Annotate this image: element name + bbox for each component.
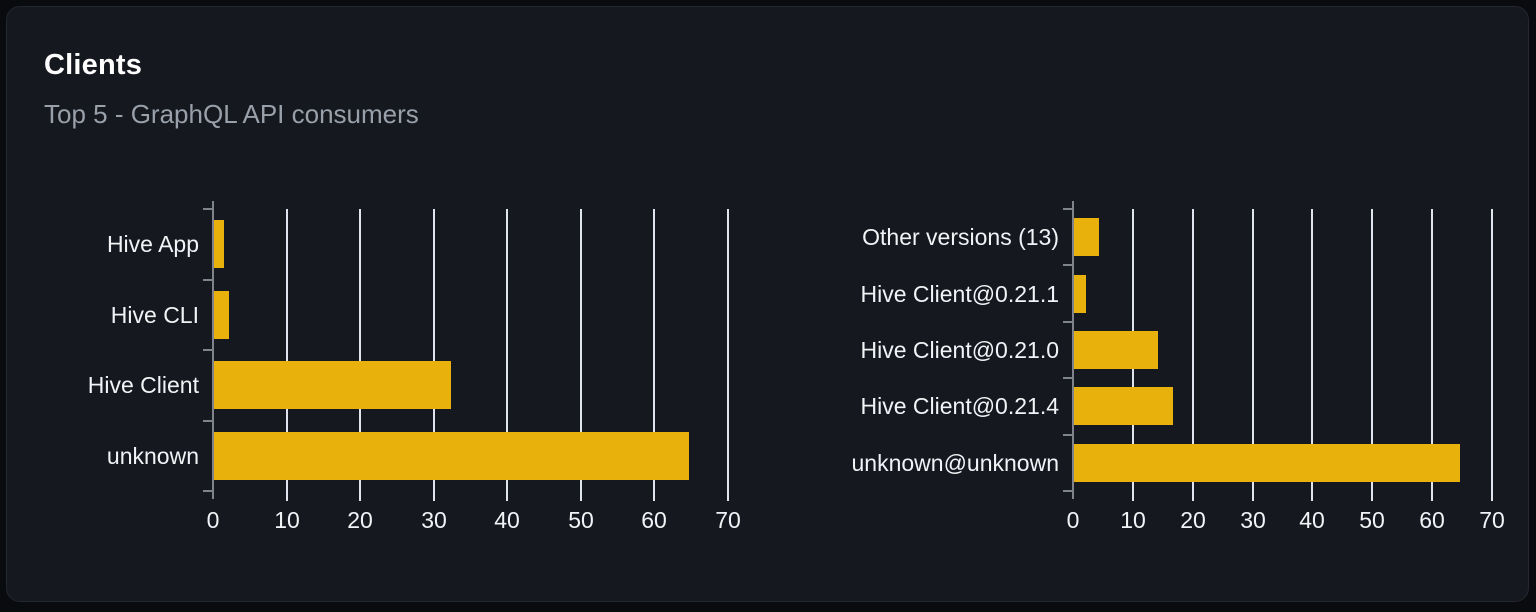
x-tick-label-10: 10 bbox=[274, 507, 300, 533]
plot-area: 0 10 20 30 40 50 60 70 Hive App Hive CLI Hive Clie… bbox=[88, 201, 741, 533]
panel-subtitle: Top 5 - GraphQL API consumers bbox=[44, 99, 419, 129]
x-tick-label-60: 60 bbox=[1419, 507, 1445, 533]
gridline-x-20 bbox=[1192, 209, 1194, 501]
y-axis-tick bbox=[203, 208, 212, 210]
bar-hive-client-0-21-0[interactable] bbox=[1074, 331, 1158, 369]
gridline-x-40 bbox=[506, 209, 508, 501]
x-tick-label-10: 10 bbox=[1120, 507, 1146, 533]
x-tick-label-20: 20 bbox=[1180, 507, 1206, 533]
bar-hive-app[interactable] bbox=[214, 220, 224, 268]
y-axis-tick bbox=[1063, 321, 1072, 323]
bar-hive-client-0-21-4[interactable] bbox=[1074, 387, 1173, 425]
gridline-x-70 bbox=[1491, 209, 1493, 501]
bar-hive-cli[interactable] bbox=[214, 291, 229, 339]
y-axis-tick bbox=[1063, 377, 1072, 379]
category-label-unknown-unknown: unknown@unknown bbox=[851, 450, 1059, 476]
clients-panel: Clients Top 5 - GraphQL API consumers 0 1… bbox=[6, 6, 1529, 602]
gridline-x-30 bbox=[1252, 209, 1254, 501]
gridline-x-50 bbox=[580, 209, 582, 501]
gridline-x-10 bbox=[286, 209, 288, 501]
y-axis-tick bbox=[1063, 490, 1072, 492]
category-label-hive-cli: Hive CLI bbox=[110, 302, 199, 328]
category-label-hive-client-0-21-4: Hive Client@0.21.4 bbox=[860, 393, 1060, 419]
gridline-x-20 bbox=[359, 209, 361, 501]
bar-unknown[interactable] bbox=[214, 432, 689, 480]
x-tick-label-60: 60 bbox=[641, 507, 667, 533]
gridline-x-50 bbox=[1371, 209, 1373, 501]
x-tick-label-40: 40 bbox=[1299, 507, 1325, 533]
y-axis-tick bbox=[1063, 434, 1072, 436]
x-tick-label-30: 30 bbox=[1240, 507, 1266, 533]
bar-hive-client[interactable] bbox=[214, 361, 451, 409]
gridline-x-70 bbox=[727, 209, 729, 501]
bar-other-versions-13[interactable] bbox=[1074, 218, 1099, 256]
category-label-hive-app: Hive App bbox=[106, 231, 199, 257]
bar-hive-client-0-21-1[interactable] bbox=[1074, 275, 1086, 313]
gridline-x-60 bbox=[1431, 209, 1433, 501]
panel-header: Clients Top 5 - GraphQL API consumers bbox=[44, 49, 419, 130]
gridline-x-30 bbox=[433, 209, 435, 501]
x-tick-label-0: 0 bbox=[206, 507, 220, 533]
y-axis-tick bbox=[1063, 208, 1072, 210]
category-label-other-versions-13: Other versions (13) bbox=[862, 224, 1059, 250]
top-clients-bar-chart: 0 10 20 30 40 50 60 70 Hive App Hive CLI Hive Clie… bbox=[88, 201, 741, 533]
x-tick-label-20: 20 bbox=[347, 507, 373, 533]
y-axis-line bbox=[212, 201, 214, 499]
client-versions-bar-chart: 0 10 20 30 40 50 60 70 Other versions (13) Hive C… bbox=[852, 201, 1505, 533]
y-axis-tick bbox=[203, 279, 212, 281]
category-label-hive-client-0-21-0: Hive Client@0.21.0 bbox=[860, 337, 1060, 363]
y-axis-line bbox=[1072, 201, 1074, 499]
y-axis-tick bbox=[203, 349, 212, 351]
gridline-x-60 bbox=[653, 209, 655, 501]
bar-unknown-unknown[interactable] bbox=[1074, 444, 1460, 482]
x-tick-label-50: 50 bbox=[1359, 507, 1385, 533]
y-axis-tick bbox=[203, 420, 212, 422]
x-tick-label-30: 30 bbox=[421, 507, 447, 533]
x-tick-label-40: 40 bbox=[494, 507, 520, 533]
x-tick-label-50: 50 bbox=[568, 507, 594, 533]
y-axis-tick bbox=[203, 490, 212, 492]
category-label-hive-client-0-21-1: Hive Client@0.21.1 bbox=[860, 281, 1060, 307]
x-tick-label-70: 70 bbox=[715, 507, 741, 533]
plot-area: 0 10 20 30 40 50 60 70 Other versions (13) Hive C… bbox=[852, 201, 1505, 533]
y-axis-tick bbox=[1063, 264, 1072, 266]
category-label-unknown: unknown bbox=[106, 443, 199, 469]
gridline-x-40 bbox=[1311, 209, 1313, 501]
category-label-hive-client: Hive Client bbox=[87, 372, 199, 398]
x-tick-label-70: 70 bbox=[1479, 507, 1505, 533]
panel-title: Clients bbox=[44, 49, 143, 81]
x-tick-label-0: 0 bbox=[1066, 507, 1080, 533]
